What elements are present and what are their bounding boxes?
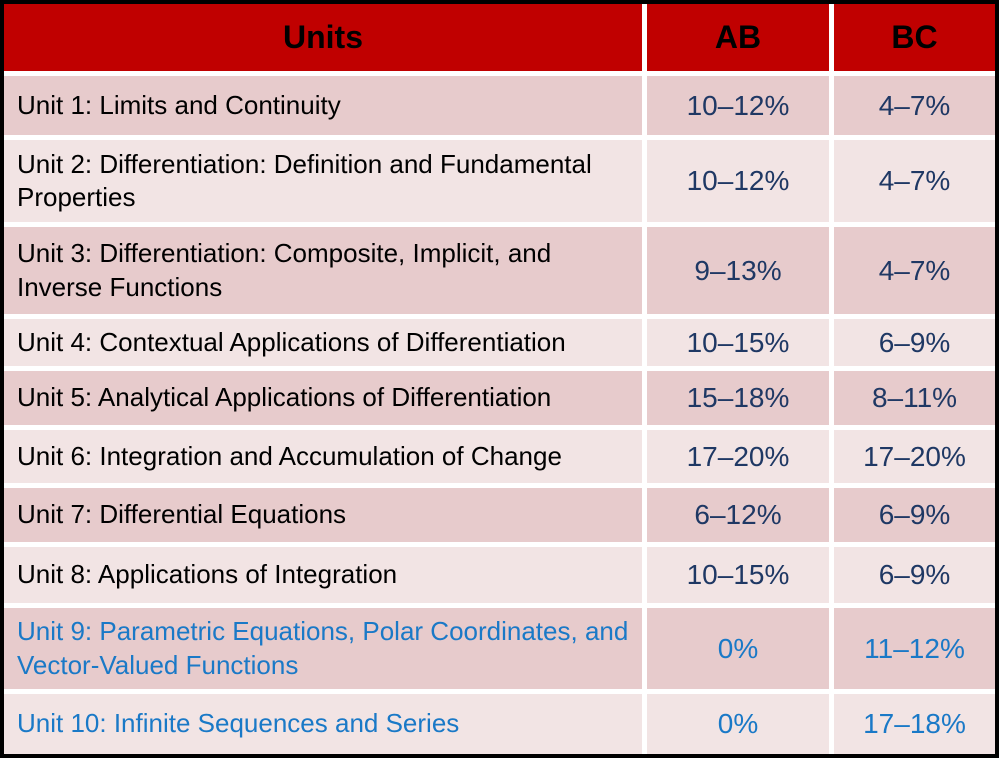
ab-value-cell: 0% — [647, 694, 829, 754]
unit-name-cell: Unit 6: Integration and Accumulation of … — [4, 430, 642, 483]
bc-value-cell: 6–9% — [834, 547, 995, 603]
unit-name-cell: Unit 1: Limits and Continuity — [4, 76, 642, 135]
column-header-units: Units — [4, 4, 642, 71]
unit-name-cell: Unit 8: Applications of Integration — [4, 547, 642, 603]
column-header-bc: BC — [834, 4, 995, 71]
unit-name-cell: Unit 4: Contextual Applications of Diffe… — [4, 319, 642, 366]
ab-value-cell: 10–12% — [647, 76, 829, 135]
ab-value-cell: 17–20% — [647, 430, 829, 483]
bc-value-cell: 17–20% — [834, 430, 995, 483]
ab-value-cell: 10–15% — [647, 547, 829, 603]
unit-name-cell: Unit 2: Differentiation: Definition and … — [4, 140, 642, 222]
unit-name-cell: Unit 9: Parametric Equations, Polar Coor… — [4, 608, 642, 689]
bc-value-cell: 4–7% — [834, 140, 995, 222]
ab-value-cell: 10–12% — [647, 140, 829, 222]
ab-value-cell: 0% — [647, 608, 829, 689]
ab-value-cell: 15–18% — [647, 371, 829, 425]
unit-name-cell: Unit 5: Analytical Applications of Diffe… — [4, 371, 642, 425]
bc-value-cell: 8–11% — [834, 371, 995, 425]
column-header-ab: AB — [647, 4, 829, 71]
bc-value-cell: 11–12% — [834, 608, 995, 689]
bc-value-cell: 17–18% — [834, 694, 995, 754]
ab-value-cell: 10–15% — [647, 319, 829, 366]
unit-name-cell: Unit 7: Differential Equations — [4, 488, 642, 542]
unit-name-cell: Unit 3: Differentiation: Composite, Impl… — [4, 227, 642, 314]
bc-value-cell: 6–9% — [834, 488, 995, 542]
bc-value-cell: 6–9% — [834, 319, 995, 366]
ab-value-cell: 9–13% — [647, 227, 829, 314]
bc-value-cell: 4–7% — [834, 76, 995, 135]
ab-value-cell: 6–12% — [647, 488, 829, 542]
exam-weighting-table: Units AB BC Unit 1: Limits and Continuit… — [4, 4, 995, 754]
bc-value-cell: 4–7% — [834, 227, 995, 314]
unit-name-cell: Unit 10: Infinite Sequences and Series — [4, 694, 642, 754]
